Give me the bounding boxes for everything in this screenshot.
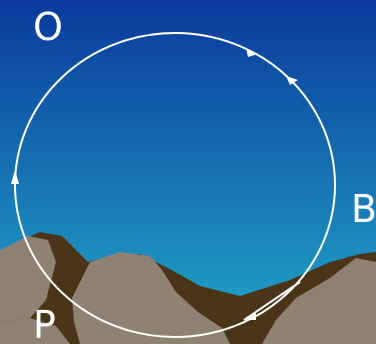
- mountain-center: [72, 252, 230, 344]
- mountain-lower-left: [0, 318, 70, 344]
- crossing-path: [243, 281, 301, 321]
- arrow-top-icon: [246, 48, 258, 57]
- arrow-upper-right-icon: [286, 76, 298, 85]
- label-b: B: [351, 187, 376, 231]
- label-p: P: [33, 303, 56, 344]
- orbit-path: [14, 32, 336, 338]
- label-o: O: [33, 5, 63, 49]
- mountain-right: [262, 258, 376, 344]
- arrow-left-icon: [11, 170, 19, 184]
- mountain-left: [0, 236, 56, 322]
